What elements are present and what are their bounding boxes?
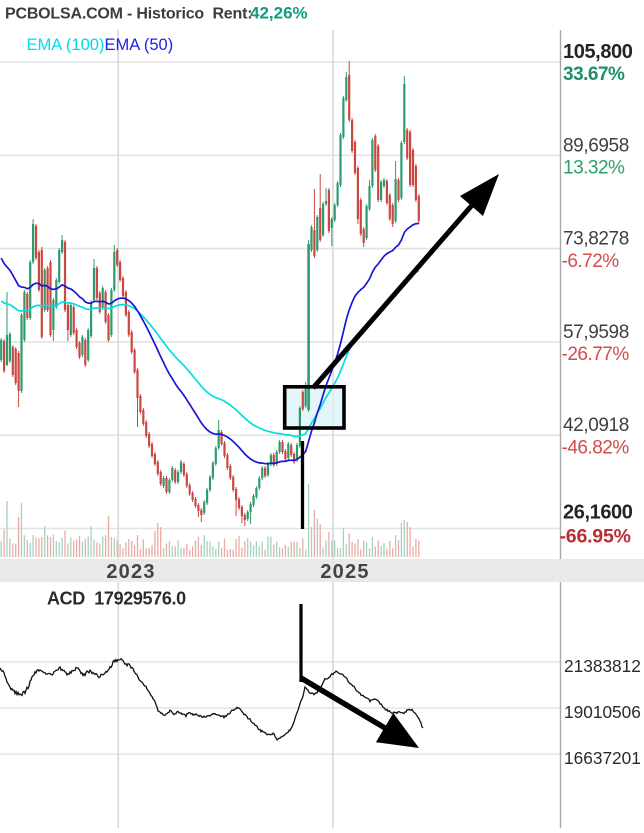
svg-text:26,1600: 26,1600: [563, 502, 633, 524]
svg-text:2023: 2023: [106, 561, 155, 583]
svg-text:-6.72%: -6.72%: [562, 251, 620, 272]
svg-text:PCBOLSA.COM - Historico Rent:: PCBOLSA.COM - Historico Rent:: [5, 6, 252, 23]
svg-text:42,26%: 42,26%: [250, 4, 308, 23]
svg-text:105,800: 105,800: [563, 41, 633, 63]
svg-text:ACD 17929576.0: ACD 17929576.0: [47, 589, 186, 609]
svg-text:33.67%: 33.67%: [563, 64, 625, 85]
svg-text:42,0918: 42,0918: [563, 415, 629, 436]
svg-text:13.32%: 13.32%: [563, 158, 625, 179]
svg-text:57,9598: 57,9598: [563, 322, 629, 343]
svg-text:16637201: 16637201: [564, 748, 641, 768]
svg-text:EMA (100)EMA (50): EMA (100)EMA (50): [27, 36, 174, 54]
svg-text:-26.77%: -26.77%: [562, 344, 630, 365]
svg-text:-46.82%: -46.82%: [562, 437, 630, 458]
svg-text:-66.95%: -66.95%: [560, 525, 631, 547]
svg-text:73,8278: 73,8278: [563, 229, 629, 250]
svg-text:21383812: 21383812: [564, 656, 641, 676]
svg-text:89,6958: 89,6958: [563, 135, 629, 156]
svg-text:2025: 2025: [320, 561, 369, 583]
svg-text:19010506: 19010506: [564, 702, 641, 722]
